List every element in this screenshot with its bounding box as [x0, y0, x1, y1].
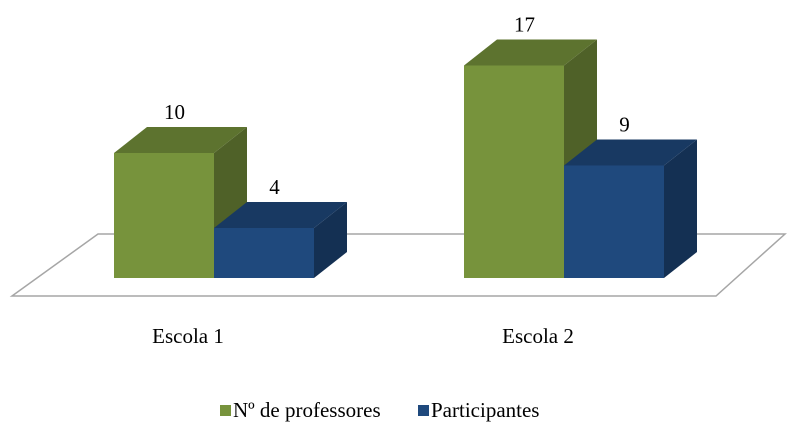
legend-swatch [418, 405, 429, 416]
data-label: 10 [164, 100, 185, 124]
x-tick-label: Escola 1 [152, 324, 224, 348]
legend-label: Nº de professores [233, 398, 381, 422]
legend-label: Participantes [431, 398, 539, 422]
data-label: 9 [619, 112, 630, 136]
x-tick-label: Escola 2 [502, 324, 574, 348]
data-label: 4 [269, 175, 280, 199]
bar-top [564, 139, 697, 166]
bar-front [214, 228, 314, 278]
bar-side [314, 202, 347, 278]
data-label: 17 [514, 12, 535, 36]
legend-swatch [220, 405, 231, 416]
bar-front [564, 165, 664, 278]
bar-top [464, 39, 597, 66]
bar-front [114, 153, 214, 278]
bar [564, 139, 697, 278]
bar [214, 202, 347, 278]
bar-top [214, 202, 347, 228]
bar-front [464, 65, 564, 278]
bar-side [664, 139, 697, 278]
bar-top [114, 127, 247, 153]
